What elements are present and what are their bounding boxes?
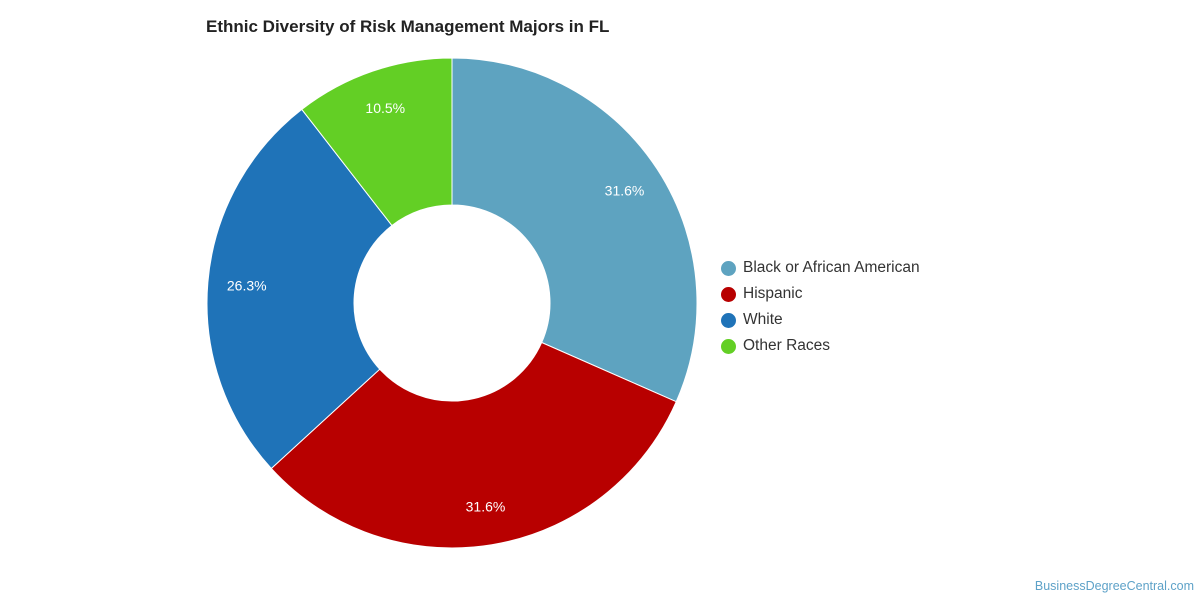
legend-label: Other Races bbox=[743, 337, 831, 354]
legend-swatch bbox=[721, 338, 736, 354]
legend-swatch bbox=[721, 286, 736, 302]
data-label-hispanic: 31.6% bbox=[466, 498, 506, 514]
legend-label: Black or African American bbox=[743, 259, 920, 276]
chart-title: Ethnic Diversity of Risk Management Majo… bbox=[206, 17, 610, 36]
legend-item-hispanic[interactable]: Hispanic bbox=[721, 281, 920, 307]
legend-item-white[interactable]: White bbox=[721, 307, 920, 333]
slice-black-or-african-american[interactable] bbox=[451, 57, 698, 403]
slice-white[interactable] bbox=[206, 108, 393, 470]
slice-other-races[interactable] bbox=[301, 57, 453, 227]
legend-item-other-races[interactable]: Other Races bbox=[721, 333, 920, 359]
source-credit: BusinessDegreeCentral.com bbox=[1034, 579, 1194, 593]
data-label-white: 26.3% bbox=[227, 278, 267, 294]
legend-swatch bbox=[721, 260, 736, 276]
legend-item-black-or-african-american[interactable]: Black or African American bbox=[721, 255, 920, 281]
legend-label: Hispanic bbox=[743, 285, 803, 302]
data-label-black-or-african-american: 31.6% bbox=[605, 182, 645, 198]
data-label-other-races: 10.5% bbox=[365, 100, 405, 116]
legend-swatch bbox=[721, 312, 736, 328]
legend-label: White bbox=[743, 311, 783, 328]
slice-hispanic[interactable] bbox=[270, 341, 677, 549]
chart-legend: Black or African American Hispanic White Ot… bbox=[721, 255, 920, 359]
